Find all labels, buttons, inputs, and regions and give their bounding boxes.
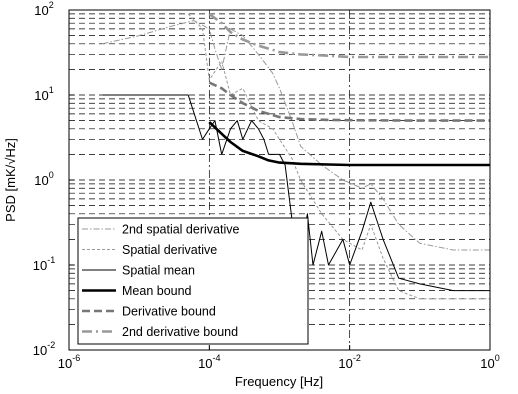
legend: 2nd spatial derivative Spatial derivative… [77, 217, 309, 345]
legend-label: Derivative bound [122, 305, 216, 319]
y-tick-label: 101 [34, 85, 53, 103]
y-tick-label: 102 [34, 0, 53, 18]
series-line-mean-bound [208, 121, 490, 167]
series-line-2nd-derivative-bound [208, 12, 490, 59]
x-tick-label: 100 [480, 353, 499, 371]
x-tick-label: 10-4 [198, 353, 220, 371]
series-layer [102, 12, 490, 300]
legend-label: Mean bound [122, 284, 192, 298]
legend-box [77, 217, 309, 345]
series-line-derivative-bound [208, 81, 490, 122]
legend-label: Spatial mean [122, 264, 195, 278]
series-line-2nd-spatial-derivative [102, 20, 490, 251]
x-tick-label: 10-6 [58, 353, 80, 371]
y-axis-label: PSD [mK/√Hz] [3, 138, 18, 222]
y-tick-label: 10-1 [33, 255, 55, 273]
x-tick-label: 10-2 [338, 353, 360, 371]
series-line-spatial-derivative [187, 13, 490, 300]
x-axis-label: Frequency [Hz] [235, 374, 323, 389]
y-tick-label: 100 [34, 170, 53, 188]
legend-label: Spatial derivative [122, 243, 217, 257]
series-line-spatial-mean [102, 94, 490, 292]
ticks: 10-6 10-4 10-2 100 10-2 10-1 100 101 102 [33, 0, 500, 371]
y-tick-label: 10-2 [33, 340, 55, 358]
legend-label: 2nd spatial derivative [122, 223, 239, 237]
legend-label: 2nd derivative bound [122, 325, 238, 339]
